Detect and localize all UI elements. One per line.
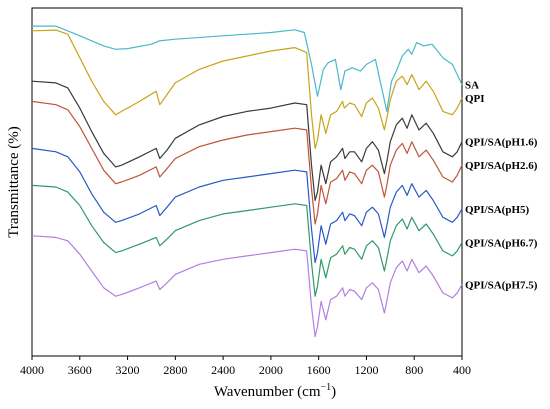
x-tick-label: 800 [405, 363, 423, 377]
x-tick-label: 3200 [116, 363, 140, 377]
series-label-3: QPI/SA(pH2.6) [465, 160, 538, 172]
x-tick-label: 2800 [163, 363, 187, 377]
x-tick-label: 1600 [307, 363, 331, 377]
x-tick-label: 2400 [211, 363, 235, 377]
series-line-0 [32, 25, 463, 112]
series-label-5: QPI/SA(pH6.7) [465, 237, 538, 249]
x-tick-label: 400 [453, 363, 471, 377]
x-tick-label: 3600 [68, 363, 92, 377]
series-label-0: SA [465, 80, 479, 92]
series-line-3 [31, 100, 463, 225]
x-tick-label: 1200 [354, 363, 378, 377]
series-line-1 [31, 29, 463, 149]
x-tick-label: 4000 [20, 363, 44, 377]
y-axis-title: Transmittance (%) [6, 126, 22, 238]
plot-frame [31, 7, 463, 357]
series-label-6: QPI/SA(pH7.5) [465, 279, 538, 291]
x-tick-label: 2000 [259, 363, 283, 377]
series-line-5 [31, 184, 463, 297]
series-label-2: QPI/SA(pH1.6) [465, 137, 538, 149]
x-axis-ticks: 4000 3600 3200 2800 2400 2000 1600 1200 800 400 [20, 356, 471, 377]
series-lines [31, 25, 463, 338]
series-line-6 [31, 235, 463, 338]
series-label-1: QPI [465, 93, 485, 105]
series-line-4 [31, 147, 463, 264]
series-label-4: QPI/SA(pH5) [465, 204, 530, 216]
x-axis-title: Wavenumber (cm−1) [214, 382, 336, 400]
series-line-2 [31, 80, 463, 202]
